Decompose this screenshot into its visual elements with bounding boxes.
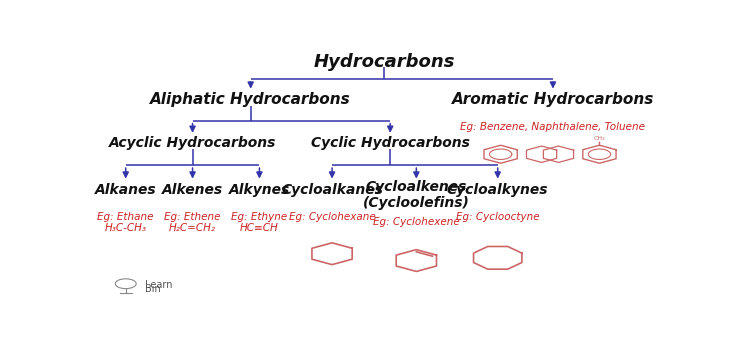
- Text: Alkanes: Alkanes: [95, 183, 157, 197]
- Text: Eg: Cyclohexane: Eg: Cyclohexane: [289, 212, 376, 222]
- Text: Cycloalkynes: Cycloalkynes: [447, 183, 548, 197]
- Text: Bin: Bin: [145, 284, 160, 295]
- Text: CH₃: CH₃: [594, 136, 605, 142]
- Text: Cycloalkanes: Cycloalkanes: [281, 183, 383, 197]
- Text: Eg: Ethene
H₂C=CH₂: Eg: Ethene H₂C=CH₂: [164, 212, 220, 233]
- Text: Alkynes: Alkynes: [229, 183, 290, 197]
- Text: Eg: Cyclohexene: Eg: Cyclohexene: [373, 217, 460, 227]
- Text: Cyclic Hydrocarbons: Cyclic Hydrocarbons: [310, 136, 470, 150]
- Text: Eg: Cyclooctyne: Eg: Cyclooctyne: [456, 212, 539, 222]
- Text: Eg: Ethyne
HC≡CH: Eg: Ethyne HC≡CH: [231, 212, 287, 233]
- Text: Hydrocarbons: Hydrocarbons: [314, 52, 455, 70]
- Text: Cycloalkenes
(Cycloolefins): Cycloalkenes (Cycloolefins): [363, 180, 470, 210]
- Text: Learn: Learn: [145, 280, 172, 290]
- Text: Acyclic Hydrocarbons: Acyclic Hydrocarbons: [109, 136, 276, 150]
- Text: Eg: Benzene, Naphthalene, Toluene: Eg: Benzene, Naphthalene, Toluene: [460, 122, 646, 132]
- Text: Eg: Ethane
H₃C-CH₃: Eg: Ethane H₃C-CH₃: [98, 212, 154, 233]
- Text: Aromatic Hydrocarbons: Aromatic Hydrocarbons: [452, 92, 654, 107]
- Text: Aliphatic Hydrocarbons: Aliphatic Hydrocarbons: [150, 92, 351, 107]
- Text: Alkenes: Alkenes: [162, 183, 224, 197]
